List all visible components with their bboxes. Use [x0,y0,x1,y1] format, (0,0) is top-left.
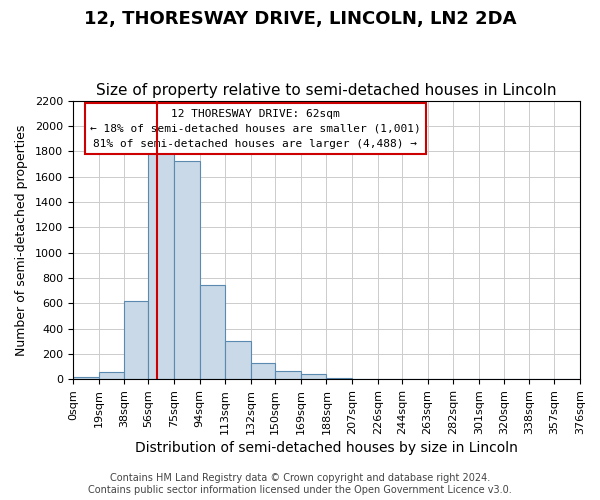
Bar [174,162,200,379]
Bar [98,372,124,379]
Bar [124,300,148,379]
Bar [301,374,326,379]
Text: 12, THORESWAY DRIVE, LINCOLN, LN2 2DA: 12, THORESWAY DRIVE, LINCOLN, LN2 2DA [84,10,516,28]
Title: Size of property relative to semi-detached houses in Lincoln: Size of property relative to semi-detach… [96,83,557,98]
Bar [73,376,98,379]
Bar [226,341,251,379]
Bar [200,286,226,379]
Bar [275,371,301,379]
Text: 12 THORESWAY DRIVE: 62sqm
← 18% of semi-detached houses are smaller (1,001)
81% : 12 THORESWAY DRIVE: 62sqm ← 18% of semi-… [90,109,421,148]
Bar [251,362,275,379]
Bar [148,146,174,379]
X-axis label: Distribution of semi-detached houses by size in Lincoln: Distribution of semi-detached houses by … [135,441,518,455]
Bar [326,378,352,379]
Text: Contains HM Land Registry data © Crown copyright and database right 2024.
Contai: Contains HM Land Registry data © Crown c… [88,474,512,495]
Y-axis label: Number of semi-detached properties: Number of semi-detached properties [15,124,28,356]
